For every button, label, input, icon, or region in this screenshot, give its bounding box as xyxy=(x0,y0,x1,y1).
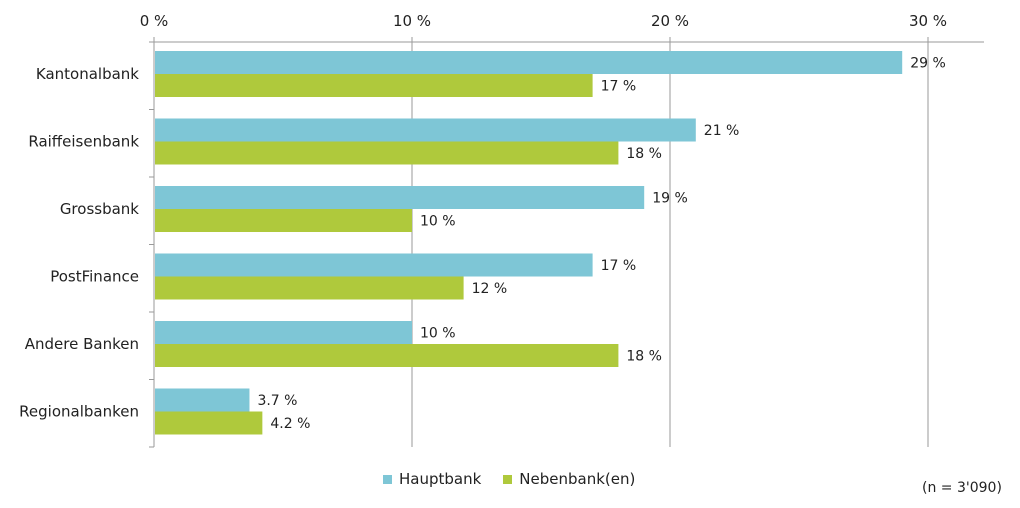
category-label: Andere Banken xyxy=(25,335,139,353)
data-label: 17 % xyxy=(601,258,637,274)
bar-nebenbank xyxy=(155,344,619,367)
x-tick-label: 20 % xyxy=(651,12,689,30)
data-label: 12 % xyxy=(472,281,508,297)
bar-chart: 0 % 10 % 20 % 30 % Kantonalbank 29 % 17 % Raiff… xyxy=(19,12,984,448)
bar-nebenbank xyxy=(155,141,619,165)
category-label: Grossbank xyxy=(60,200,139,218)
legend-label-nebenbank: Nebenbank(en) xyxy=(519,470,636,488)
data-label: 10 % xyxy=(420,326,456,342)
bar-nebenbank xyxy=(155,209,412,232)
data-label: 18 % xyxy=(626,349,662,365)
data-label: 21 % xyxy=(704,123,740,139)
bar-nebenbank xyxy=(155,276,464,300)
sample-size-note: (n = 3'090) xyxy=(922,480,1002,496)
x-tick-label: 30 % xyxy=(909,12,947,30)
data-label: 4.2 % xyxy=(270,416,310,432)
legend: Hauptbank Nebenbank(en) xyxy=(383,470,657,488)
data-label: 29 % xyxy=(910,56,946,72)
legend-swatch-nebenbank xyxy=(503,474,513,484)
bar-hauptbank xyxy=(155,51,903,74)
category-label: PostFinance xyxy=(50,268,139,286)
data-label: 18 % xyxy=(626,146,662,162)
data-label: 17 % xyxy=(601,79,637,95)
legend-label-hauptbank: Hauptbank xyxy=(399,470,482,488)
bar-hauptbank xyxy=(155,186,645,209)
bar-hauptbank xyxy=(155,253,593,277)
data-label: 3.7 % xyxy=(257,393,297,409)
category-label: Kantonalbank xyxy=(36,65,139,83)
category-label: Regionalbanken xyxy=(19,403,139,421)
bar-nebenbank xyxy=(155,74,593,97)
x-tick-label: 0 % xyxy=(140,12,169,30)
legend-swatch-hauptbank xyxy=(383,474,392,484)
bar-hauptbank xyxy=(155,118,696,142)
data-label: 10 % xyxy=(420,214,456,230)
bar-hauptbank xyxy=(155,321,412,344)
legend-item-nebenbank: Nebenbank(en) xyxy=(503,470,635,488)
x-tick-label: 10 % xyxy=(393,12,431,30)
bar-hauptbank xyxy=(155,388,250,412)
category-label: Raiffeisenbank xyxy=(28,133,139,151)
bar-nebenbank xyxy=(155,411,263,435)
legend-item-hauptbank: Hauptbank xyxy=(383,470,481,488)
data-label: 19 % xyxy=(652,191,688,207)
